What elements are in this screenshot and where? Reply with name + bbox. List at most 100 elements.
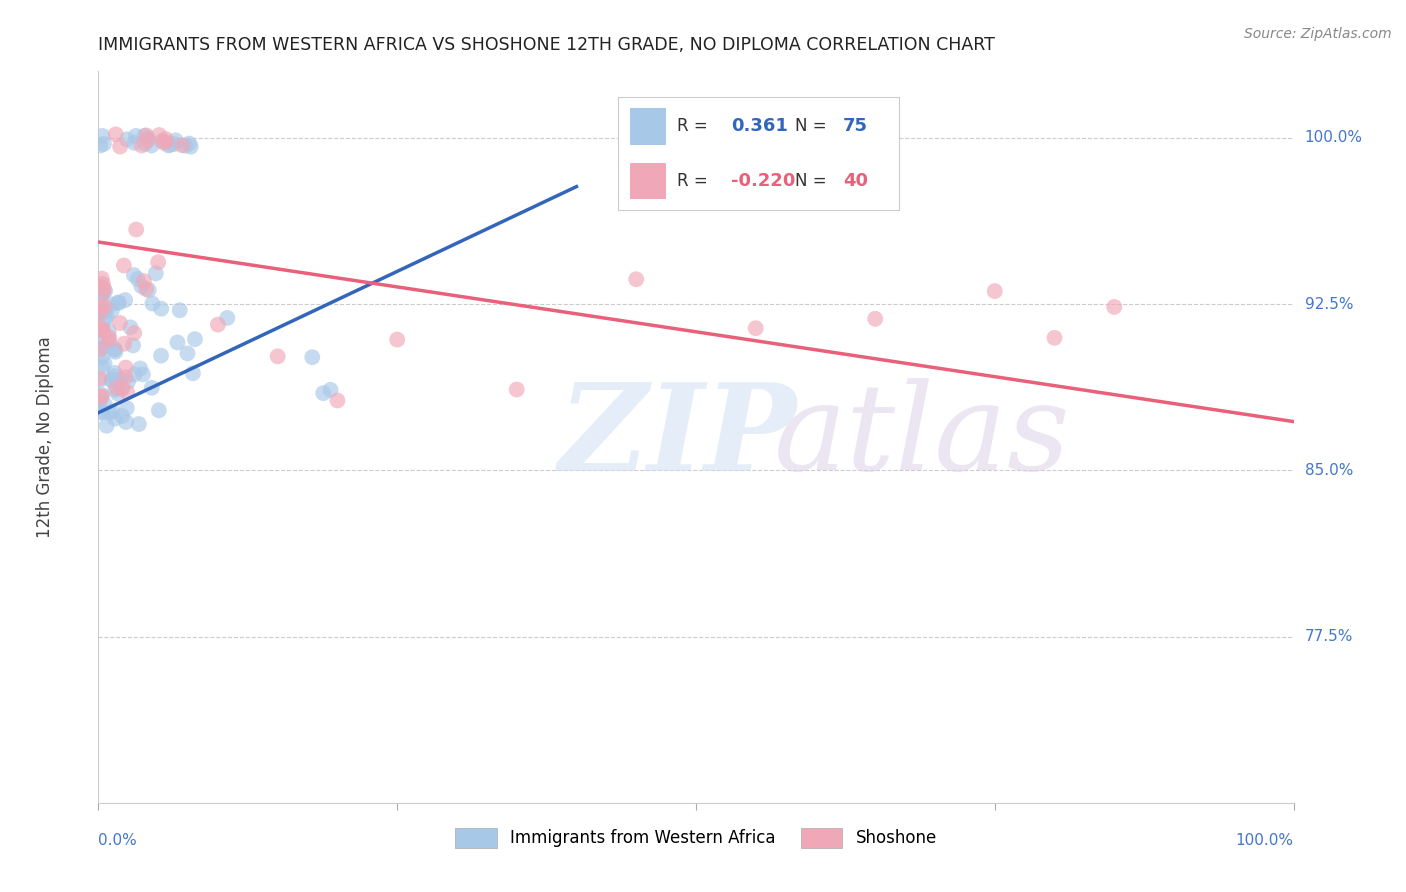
Point — [319, 383, 342, 397]
Point — [169, 303, 191, 318]
Point — [110, 372, 132, 386]
Point — [104, 128, 127, 142]
Point — [122, 268, 145, 282]
Text: IMMIGRANTS FROM WESTERN AFRICA VS SHOSHONE 12TH GRADE, NO DIPLOMA CORRELATION CH: IMMIGRANTS FROM WESTERN AFRICA VS SHOSHO… — [98, 36, 995, 54]
Point — [111, 409, 134, 423]
Point — [90, 300, 112, 314]
Point — [125, 222, 148, 236]
Point — [90, 359, 112, 374]
Point — [155, 135, 177, 149]
Point — [114, 293, 136, 307]
Point — [132, 368, 155, 382]
Point — [97, 335, 120, 350]
Point — [90, 288, 112, 302]
Text: Source: ZipAtlas.com: Source: ZipAtlas.com — [1244, 27, 1392, 41]
Point — [166, 335, 188, 350]
Point — [98, 333, 121, 347]
Point — [89, 279, 111, 293]
Point — [89, 306, 111, 320]
Point — [89, 326, 111, 341]
Point — [150, 134, 173, 148]
Point — [326, 393, 349, 408]
Point — [93, 285, 115, 299]
Point — [103, 343, 125, 357]
Point — [141, 381, 163, 395]
Point — [105, 375, 128, 389]
Point — [115, 401, 138, 416]
Point — [131, 138, 153, 153]
Point — [89, 373, 111, 387]
Point — [100, 304, 122, 318]
Point — [94, 312, 117, 326]
Point — [127, 272, 149, 286]
Point — [89, 283, 111, 297]
Point — [96, 310, 118, 324]
Point — [385, 333, 409, 347]
Point — [101, 405, 124, 419]
Point — [104, 366, 127, 380]
Point — [141, 296, 163, 310]
Text: 77.5%: 77.5% — [1305, 629, 1353, 644]
Point — [93, 281, 115, 295]
Point — [155, 132, 177, 146]
Point — [131, 279, 153, 293]
Point — [865, 311, 887, 326]
Point — [114, 360, 136, 375]
Point — [97, 324, 120, 338]
Point — [100, 297, 122, 311]
Point — [93, 303, 115, 318]
Point — [134, 128, 156, 143]
Point — [103, 369, 125, 384]
Point — [98, 405, 121, 419]
Point — [122, 326, 145, 340]
Point — [312, 386, 335, 401]
Point — [136, 131, 159, 145]
Point — [98, 330, 121, 344]
Point — [107, 295, 129, 310]
Point — [93, 357, 115, 371]
Point — [90, 390, 112, 404]
Point — [129, 361, 152, 376]
Point — [89, 138, 111, 153]
Point — [112, 259, 135, 273]
Point — [179, 136, 201, 151]
Point — [107, 386, 129, 401]
Point — [1043, 331, 1066, 345]
Point — [89, 342, 111, 356]
Point — [115, 132, 138, 146]
Legend: Immigrants from Western Africa, Shoshone: Immigrants from Western Africa, Shoshone — [450, 822, 942, 853]
Point — [506, 383, 529, 397]
Point — [91, 277, 114, 291]
Point — [128, 417, 150, 431]
Point — [207, 318, 229, 332]
Point — [124, 368, 146, 382]
Point — [148, 255, 170, 269]
Point — [153, 136, 176, 150]
Point — [93, 136, 115, 151]
Text: atlas: atlas — [773, 378, 1070, 496]
Point — [89, 320, 111, 334]
Point — [124, 136, 146, 150]
Point — [89, 306, 111, 320]
Point — [90, 343, 112, 357]
Point — [91, 323, 114, 337]
Point — [148, 403, 170, 417]
Point — [93, 339, 115, 353]
Point — [122, 338, 145, 352]
Point — [91, 325, 114, 339]
Point — [165, 133, 187, 147]
Point — [90, 389, 112, 403]
Point — [180, 139, 202, 153]
Point — [115, 415, 138, 429]
Point — [181, 366, 204, 380]
Point — [134, 136, 156, 151]
Point — [157, 138, 180, 153]
Point — [90, 271, 112, 285]
Text: ZIP: ZIP — [558, 378, 797, 496]
Point — [174, 138, 197, 153]
Point — [91, 323, 114, 337]
Point — [90, 289, 112, 303]
Point — [138, 283, 160, 297]
Point — [91, 128, 114, 143]
Point — [117, 375, 139, 389]
